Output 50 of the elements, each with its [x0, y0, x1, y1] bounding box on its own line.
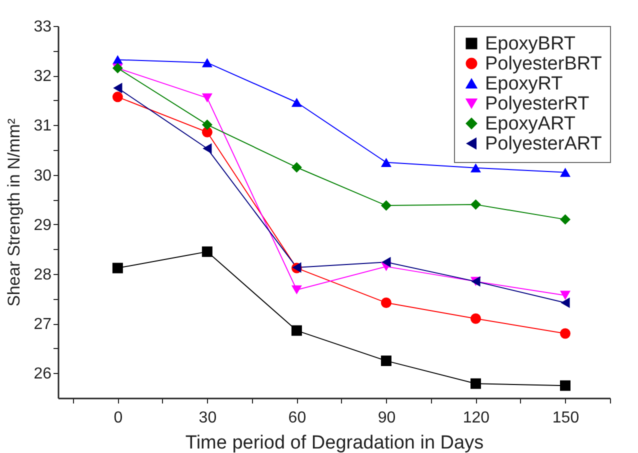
- x-tick-label: 30: [198, 410, 217, 426]
- point: [380, 158, 392, 167]
- point: [113, 82, 122, 94]
- y-tick-label: 29: [34, 216, 52, 234]
- point: [112, 92, 123, 102]
- x-tick-label: 0: [114, 410, 123, 426]
- legend-label: PolyesterBRT: [485, 54, 602, 74]
- y-axis-title: Shear Strength in N/mm²: [4, 118, 24, 307]
- point: [202, 119, 212, 130]
- point: [112, 262, 123, 274]
- x-tick-label: 150: [552, 410, 580, 426]
- point: [202, 126, 212, 138]
- point: [560, 214, 570, 225]
- point: [470, 199, 481, 210]
- point: [291, 162, 302, 173]
- point: [202, 143, 212, 154]
- point: [560, 290, 570, 300]
- legend-label: PolyesterRT: [485, 94, 590, 114]
- point: [202, 93, 212, 102]
- point: [380, 298, 392, 308]
- y-tick-label: 27: [34, 316, 52, 334]
- y-tick-label: 28: [34, 266, 52, 284]
- y-tick-label: 32: [34, 68, 52, 86]
- point: [382, 256, 391, 268]
- point: [202, 58, 212, 68]
- point: [560, 328, 570, 339]
- legend-label: EpoxyBRT: [485, 34, 576, 54]
- legend-label: EpoxyART: [485, 114, 576, 134]
- point: [202, 246, 212, 257]
- y-tick-label: 33: [34, 18, 52, 36]
- point: [380, 356, 392, 366]
- point: [560, 380, 570, 391]
- point: [291, 325, 302, 336]
- point: [470, 378, 481, 389]
- point: [560, 298, 570, 308]
- legend-label: PolyesterART: [485, 134, 602, 154]
- point: [470, 313, 481, 324]
- legend-label: EpoxyRT: [485, 74, 564, 94]
- x-tick-label: 60: [288, 410, 306, 426]
- y-tick-label: 30: [34, 167, 52, 184]
- point: [380, 200, 392, 211]
- x-tick-label: 90: [378, 410, 396, 426]
- y-tick-label: 26: [34, 366, 52, 383]
- point: [291, 98, 302, 107]
- point: [560, 168, 570, 177]
- y-tick-label: 31: [34, 118, 52, 135]
- point: [470, 163, 481, 172]
- x-axis-title: Time period of Degradation in Days: [185, 432, 484, 453]
- x-tick-label: 120: [462, 410, 490, 426]
- point: [291, 285, 302, 294]
